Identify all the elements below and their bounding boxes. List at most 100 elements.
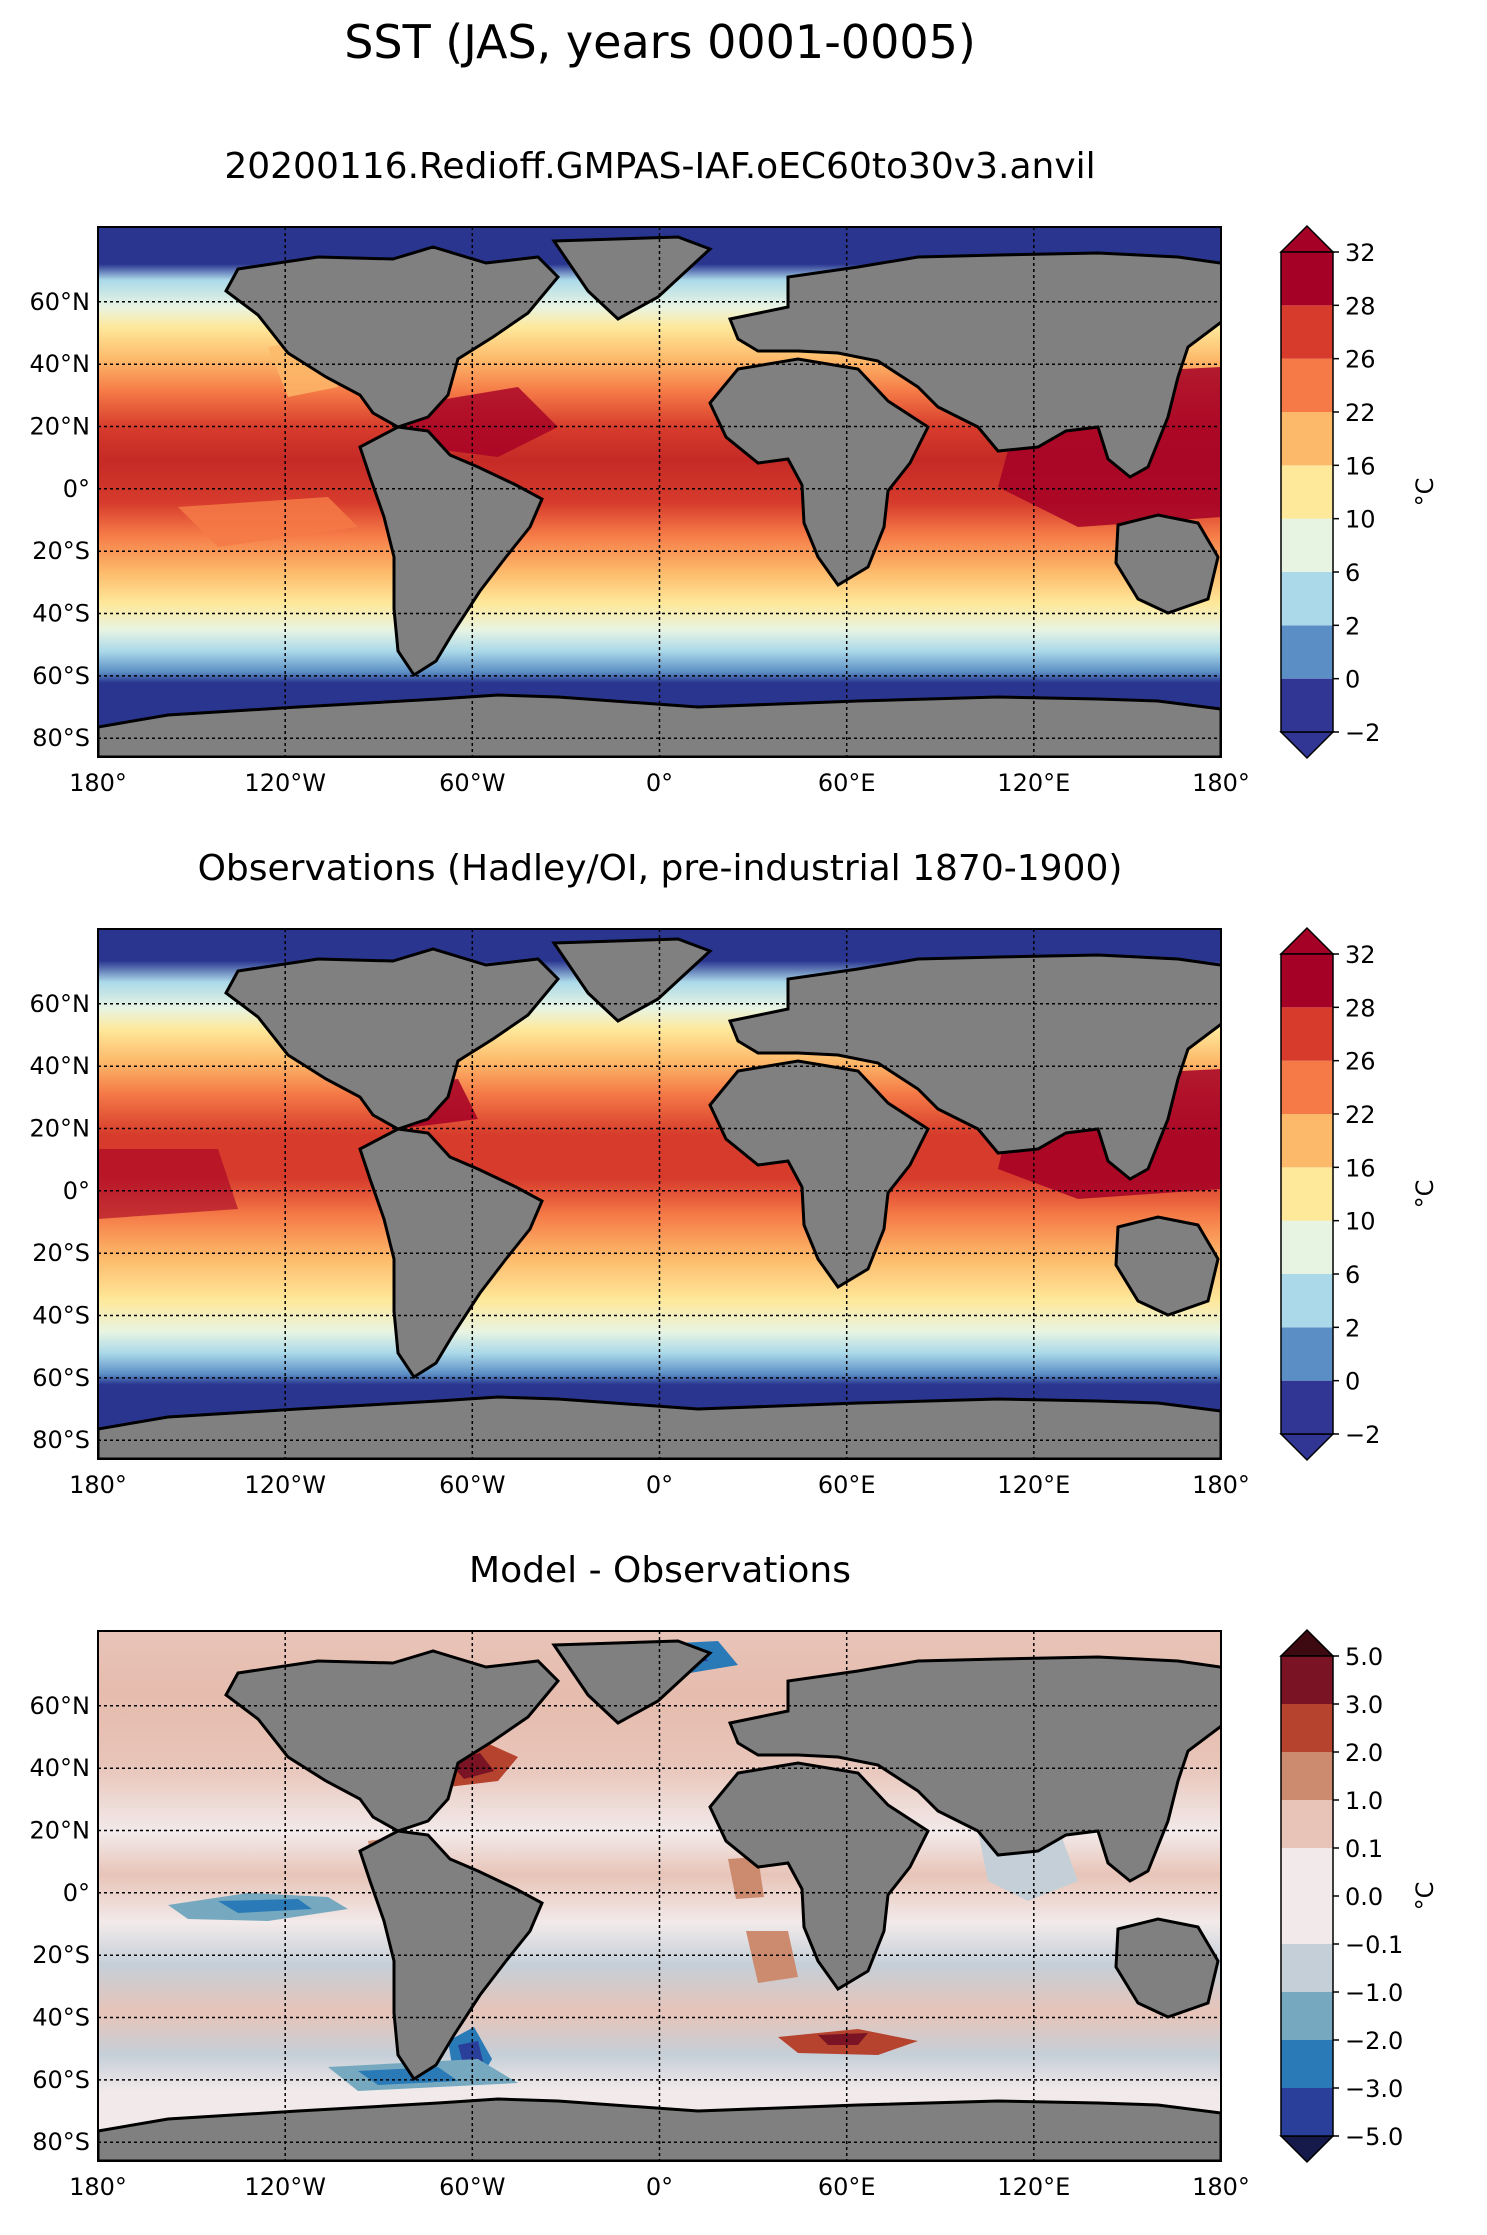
colorbar-label: °C [1411,1180,1439,1209]
colorbar-segment [1281,305,1333,359]
colorbar-tick-label: 16 [1345,1154,1376,1182]
y-tick-label: 40°N [30,1754,91,1782]
colorbar-segment [1281,1327,1333,1381]
y-tick-label: 60°N [30,288,91,316]
colorbar-segment [1281,358,1333,412]
colorbar-tick-label: −2 [1345,719,1380,747]
colorbar-tick-label: 32 [1345,239,1376,267]
colorbar-tick-label: 10 [1345,506,1376,534]
panel-model-title: 20200116.Redioff.GMPAS-IAF.oEC60to30v3.a… [224,146,1095,187]
colorbar-tick-label: −1.0 [1345,1979,1403,2007]
y-tick-label: 40°N [30,350,91,378]
colorbar-segment [1281,1752,1333,1800]
figure-title: SST (JAS, years 0001-0005) [344,15,976,69]
panel-model: 20200116.Redioff.GMPAS-IAF.oEC60to30v3.a… [97,146,1222,758]
colorbar-segment [1281,1114,1333,1168]
x-tick-label: 120°W [244,1471,326,1499]
colorbar-extend-min [1279,1433,1335,1462]
x-tick-label: 180° [1192,769,1250,797]
panel-difference-title: Model - Observations [469,1550,851,1591]
panel-observations-title: Observations (Hadley/OI, pre-industrial … [198,848,1123,889]
x-tick-label: 180° [69,2173,127,2201]
colorbar-tick-label: 10 [1345,1208,1376,1236]
colorbar-segment [1281,465,1333,519]
colorbar-segment [1281,252,1333,306]
colorbar-segment [1281,1992,1333,2040]
colorbar-segment [1281,412,1333,466]
panel-difference: Model - Observations [97,1550,1222,2162]
y-tick-label: 40°S [32,1302,90,1330]
colorbar-segment [1281,1944,1333,1992]
colorbar-segment [1281,1656,1333,1704]
colorbar-segment [1281,572,1333,626]
colorbar-tick-label: 28 [1345,292,1376,320]
colorbar-tick-label: 28 [1345,994,1376,1022]
x-tick-label: 60°E [818,769,876,797]
colorbar-segment [1281,1380,1333,1434]
colorbar-segment [1281,954,1333,1008]
y-tick-label: 40°S [32,2004,90,2032]
map-frame [97,1630,1222,2162]
colorbar-segment [1281,625,1333,679]
colorbar-tick-label: 5.0 [1345,1643,1383,1671]
colorbar-extend-min [1279,2135,1335,2164]
y-tick-label: 60°S [32,1364,90,1392]
colorbar-segment [1281,1274,1333,1328]
colorbar-tick-label: 0 [1345,1368,1360,1396]
y-tick-label: 20°N [30,1115,91,1143]
colorbar-tick-label: 32 [1345,941,1376,969]
colorbar-frame [1280,953,1334,1435]
x-tick-label: 120°E [997,769,1070,797]
y-tick-label: 20°S [32,537,90,565]
colorbar-segment [1281,678,1333,732]
y-tick-label: 0° [63,1879,90,1907]
colorbar-tick-label: 22 [1345,1101,1376,1129]
y-tick-label: 60°S [32,2066,90,2094]
colorbar-tick-label: 26 [1345,1048,1376,1076]
colorbar-segment [1281,2088,1333,2136]
colorbar-tick-label: 0 [1345,666,1360,694]
map-frame [97,928,1222,1460]
y-tick-label: 40°N [30,1052,91,1080]
x-tick-label: 180° [1192,2173,1250,2201]
colorbar-extend-max [1279,926,1335,955]
y-tick-label: 40°S [32,600,90,628]
y-tick-label: 0° [63,1177,90,1205]
x-tick-label: 180° [69,769,127,797]
colorbar-tick-label: 2.0 [1345,1739,1383,1767]
y-tick-label: 20°N [30,1817,91,1845]
colorbar: −5.0 −3.0 −2.0 −1.0 −0.1 0.0 0.1 1.0 2.0 3.0 5.0 °C [1279,1628,1439,2164]
colorbar-extend-min [1279,731,1335,760]
colorbar-tick-label: 26 [1345,346,1376,374]
colorbar-segment [1281,1007,1333,1061]
map-frame [97,226,1222,758]
colorbar-extend-max [1279,224,1335,253]
panel-observations: Observations (Hadley/OI, pre-industrial … [97,848,1222,1460]
x-tick-label: 60°W [439,2173,505,2201]
colorbar-segment [1281,1220,1333,1274]
y-tick-label: 20°S [32,1239,90,1267]
colorbar-label: °C [1411,1882,1439,1911]
x-tick-label: 60°E [818,1471,876,1499]
colorbar-tick-label: 3.0 [1345,1691,1383,1719]
colorbar-label: °C [1411,478,1439,507]
colorbar-segment [1281,1167,1333,1221]
x-tick-label: 0° [646,1471,673,1499]
colorbar-tick-label: −2 [1345,1421,1380,1449]
eastern-pacific-warm [98,1149,238,1219]
colorbar-frame [1280,251,1334,733]
colorbar-segment [1281,1800,1333,1848]
colorbar-tick-label: 2 [1345,1314,1360,1342]
colorbar-segment [1281,2040,1333,2088]
colorbar-tick-label: 0.1 [1345,1835,1383,1863]
colorbar-tick-label: 1.0 [1345,1787,1383,1815]
x-tick-label: 60°E [818,2173,876,2201]
y-tick-label: 20°S [32,1941,90,1969]
colorbar-tick-label: −0.1 [1345,1931,1403,1959]
x-tick-label: 120°W [244,2173,326,2201]
colorbar-segment [1281,1848,1333,1896]
colorbar-tick-label: −3.0 [1345,2075,1403,2103]
colorbar-segment [1281,1896,1333,1944]
